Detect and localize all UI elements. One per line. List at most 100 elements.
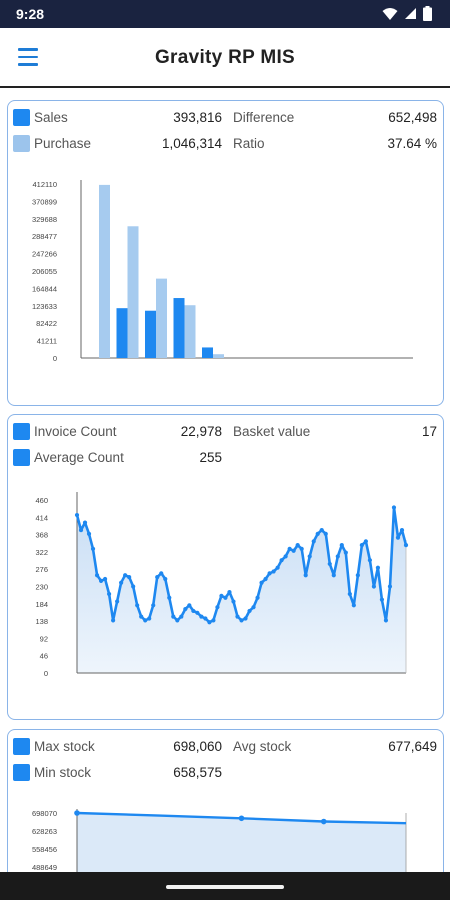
battery-icon [423, 6, 432, 21]
min-stock-row: Min stock 658,575 [8, 760, 443, 784]
invoice-point [195, 610, 200, 615]
invoice-point [127, 574, 132, 580]
invoice-point [343, 550, 348, 555]
difference-label: Difference [233, 110, 295, 125]
invoice-point [339, 543, 344, 548]
invoice-point [267, 571, 272, 576]
invoice-point [219, 593, 224, 599]
invoice-chart-y-tick-label: 460 [35, 496, 48, 505]
ratio-label: Ratio [233, 136, 265, 151]
bar-purchase [99, 184, 110, 358]
bar-chart-y-tick-label: 329688 [32, 215, 57, 224]
invoice-point [175, 618, 180, 623]
invoice-point [319, 527, 324, 533]
average-count-legend-swatch [13, 449, 30, 466]
basket-value-label: Basket value [233, 424, 311, 439]
invoice-card: Invoice Count 22,978 Basket value 17 Ave… [7, 414, 444, 720]
invoice-point [243, 616, 248, 621]
invoice-point [211, 618, 216, 623]
invoice-chart-y-tick-label: 322 [35, 548, 48, 557]
status-icons [382, 6, 432, 21]
bar-chart-y-tick-label: 123633 [32, 302, 57, 311]
invoice-point [98, 578, 104, 583]
invoice-point [90, 546, 96, 551]
invoice-point [171, 614, 176, 619]
invoice-point [159, 571, 164, 576]
invoice-point [259, 580, 264, 585]
home-gesture-handle[interactable] [166, 885, 284, 889]
bar-sales [145, 310, 156, 358]
invoice-point [271, 569, 276, 574]
bar-chart-y-tick-label: 288477 [32, 232, 57, 241]
min-stock-legend-swatch [13, 764, 30, 781]
purchase-row: Purchase 1,046,314 Ratio 37.64 % [8, 131, 443, 155]
invoice-point [367, 558, 372, 563]
menu-button[interactable] [18, 48, 40, 66]
purchase-value: 1,046,314 [161, 136, 222, 151]
bar-chart-y-tick-label: 206055 [32, 267, 57, 276]
bar-chart-y-tick-label: 41211 [37, 337, 57, 346]
invoice-point [351, 603, 356, 608]
stock-chart-y-tick-label: 628263 [32, 827, 57, 836]
invoice-point [235, 614, 240, 619]
bar-chart-y-tick-label: 82422 [36, 319, 57, 328]
invoice-point [375, 565, 381, 570]
menu-icon-line [18, 55, 38, 58]
invoice-point [291, 548, 296, 553]
invoice-point [303, 573, 308, 578]
invoice-point [295, 543, 300, 548]
stock-chart-y-tick-label: 488649 [32, 863, 57, 872]
bar-chart-y-tick-label: 247266 [32, 250, 57, 259]
status-bar: 9:28 [0, 0, 450, 28]
average-count-label: Average Count [34, 450, 124, 465]
max-stock-row: Max stock 698,060 Avg stock 677,649 [8, 734, 443, 758]
max-stock-legend-swatch [13, 738, 30, 755]
invoice-point [139, 614, 144, 619]
app-bar: Gravity RP MIS [0, 28, 450, 88]
invoice-point [403, 543, 409, 548]
invoice-point [143, 618, 148, 623]
sales-purchase-bar-chart: 4121103708993296882884772472662060551648… [32, 180, 413, 363]
invoice-point [191, 608, 196, 614]
stock-point [74, 810, 80, 816]
invoice-point [275, 565, 280, 570]
invoice-point [102, 576, 108, 582]
invoice-point [86, 531, 92, 536]
menu-icon-line [18, 63, 38, 66]
bar-sales [116, 308, 128, 358]
invoice-point [315, 531, 320, 536]
min-stock-label: Min stock [34, 765, 92, 780]
invoice-point [199, 614, 204, 619]
invoice-chart-y-tick-label: 184 [35, 600, 48, 609]
invoice-point [347, 591, 352, 597]
invoice-point [74, 512, 80, 518]
invoice-point [163, 576, 168, 582]
status-time: 9:28 [16, 6, 45, 22]
stock-point [320, 818, 327, 825]
invoice-point [279, 558, 284, 563]
sales-row: Sales 393,816 Difference 652,498 [8, 105, 443, 129]
ratio-value: 37.64 % [387, 136, 437, 151]
invoice-point [115, 599, 120, 604]
bar-sales [173, 298, 185, 358]
bar-purchase [184, 305, 196, 358]
stock-chart-y-tick-label: 698070 [32, 809, 57, 818]
bar-purchase [156, 278, 167, 358]
invoice-point [94, 573, 100, 578]
invoice-point [371, 584, 377, 589]
invoice-point [135, 603, 140, 608]
invoice-point [399, 527, 405, 533]
menu-icon-line [18, 48, 38, 51]
invoice-point [331, 573, 336, 578]
invoice-chart-y-tick-label: 46 [40, 652, 48, 661]
wifi-icon [382, 7, 398, 20]
basket-value-value: 17 [421, 424, 437, 439]
invoice-chart-y-tick-label: 138 [35, 617, 48, 626]
invoice-point [323, 531, 328, 536]
invoice-point [106, 591, 112, 597]
invoice-point [155, 574, 160, 580]
invoice-point [391, 505, 397, 510]
bar-chart-y-tick-label: 164844 [32, 284, 57, 293]
min-stock-value: 658,575 [173, 765, 222, 780]
